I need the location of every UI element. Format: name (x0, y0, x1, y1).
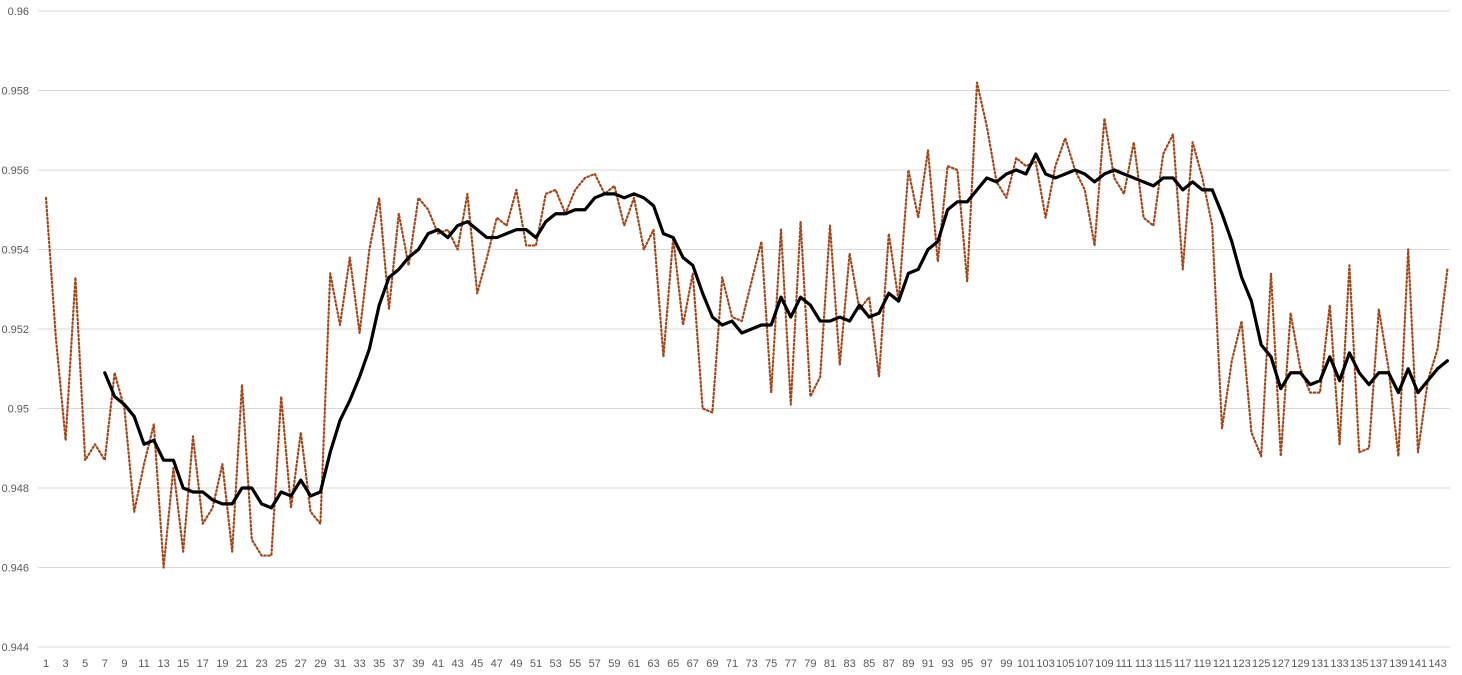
x-tick-label: 143 (1428, 658, 1446, 670)
x-tick-label: 51 (530, 658, 542, 670)
x-tick-label: 121 (1213, 658, 1231, 670)
y-tick-label: 0.96 (8, 6, 29, 18)
x-tick-label: 45 (471, 658, 483, 670)
x-tick-label: 99 (1000, 658, 1012, 670)
x-tick-label: 65 (667, 658, 679, 670)
x-tick-label: 53 (549, 658, 561, 670)
x-tick-label: 47 (491, 658, 503, 670)
x-tick-label: 111 (1116, 658, 1133, 670)
x-tick-label: 135 (1350, 658, 1368, 670)
x-tick-label: 43 (451, 658, 463, 670)
x-tick-label: 61 (628, 658, 640, 670)
x-tick-label: 125 (1252, 658, 1270, 670)
y-tick-label: 0.946 (1, 563, 29, 575)
x-tick-label: 119 (1194, 658, 1212, 670)
y-tick-label: 0.944 (1, 642, 29, 654)
x-tick-label: 5 (82, 658, 88, 670)
x-tick-label: 3 (63, 658, 69, 670)
x-tick-label: 29 (314, 658, 326, 670)
x-tick-label: 77 (785, 658, 797, 670)
x-tick-label: 123 (1232, 658, 1250, 670)
x-tick-label: 33 (353, 658, 365, 670)
y-tick-label: 0.956 (1, 165, 29, 177)
x-tick-label: 107 (1076, 658, 1094, 670)
y-axis-tick-labels: 0.944 0.946 0.948 0.95 0.952 0.954 0.956 0.958 0… (1, 6, 29, 654)
x-tick-label: 59 (608, 658, 620, 670)
x-tick-label: 13 (157, 658, 169, 670)
x-tick-label: 91 (922, 658, 934, 670)
x-tick-label: 89 (902, 658, 914, 670)
x-tick-label: 105 (1056, 658, 1074, 670)
x-tick-label: 35 (373, 658, 385, 670)
x-tick-label: 57 (589, 658, 601, 670)
x-tick-label: 85 (863, 658, 875, 670)
gridlines (38, 10, 1450, 648)
y-tick-label: 0.958 (1, 86, 29, 98)
x-axis-tick-labels: 1 3 5 7 9 11 13 15 17 19 21 23 25 27 29 31 33 35 37 39 41 43 4… (43, 658, 1447, 670)
x-tick-label: 129 (1291, 658, 1309, 670)
x-tick-label: 127 (1272, 658, 1290, 670)
x-tick-label: 71 (726, 658, 738, 670)
x-tick-label: 69 (706, 658, 718, 670)
x-tick-label: 9 (121, 658, 127, 670)
x-tick-label: 79 (804, 658, 816, 670)
x-tick-label: 113 (1135, 658, 1153, 670)
y-tick-label: 0.952 (1, 324, 29, 336)
x-tick-label: 25 (275, 658, 287, 670)
x-tick-label: 115 (1154, 658, 1172, 670)
chart-series (44, 81, 1450, 569)
x-tick-label: 11 (138, 658, 149, 670)
x-tick-label: 73 (745, 658, 757, 670)
x-tick-label: 109 (1095, 658, 1113, 670)
x-tick-label: 1 (43, 658, 49, 670)
x-tick-label: 83 (843, 658, 855, 670)
x-tick-label: 49 (510, 658, 522, 670)
x-tick-label: 137 (1370, 658, 1388, 670)
y-tick-label: 0.95 (8, 404, 29, 416)
x-tick-label: 81 (824, 658, 836, 670)
x-tick-label: 101 (1017, 658, 1035, 670)
x-tick-label: 117 (1174, 658, 1192, 670)
x-tick-label: 141 (1409, 658, 1427, 670)
x-tick-label: 131 (1311, 658, 1329, 670)
x-tick-label: 15 (177, 658, 189, 670)
x-tick-label: 55 (569, 658, 581, 670)
x-tick-label: 17 (197, 658, 209, 670)
x-tick-label: 97 (981, 658, 993, 670)
x-tick-label: 75 (765, 658, 777, 670)
x-tick-label: 27 (295, 658, 307, 670)
x-tick-label: 19 (216, 658, 228, 670)
x-tick-label: 39 (412, 658, 424, 670)
x-tick-label: 21 (236, 658, 248, 670)
series-line-solid (103, 152, 1450, 510)
series-line-dotted (44, 81, 1449, 569)
x-tick-label: 133 (1330, 658, 1348, 670)
x-tick-label: 93 (941, 658, 953, 670)
x-tick-label: 67 (687, 658, 699, 670)
y-tick-label: 0.954 (1, 245, 29, 257)
x-tick-label: 87 (883, 658, 895, 670)
x-tick-label: 103 (1036, 658, 1054, 670)
x-tick-label: 95 (961, 658, 973, 670)
x-tick-label: 7 (102, 658, 108, 670)
x-tick-label: 139 (1389, 658, 1407, 670)
x-tick-label: 23 (255, 658, 267, 670)
x-tick-label: 63 (647, 658, 659, 670)
x-tick-label: 41 (432, 658, 444, 670)
y-tick-label: 0.948 (1, 483, 29, 495)
x-tick-label: 31 (334, 658, 346, 670)
x-tick-label: 37 (393, 658, 405, 670)
